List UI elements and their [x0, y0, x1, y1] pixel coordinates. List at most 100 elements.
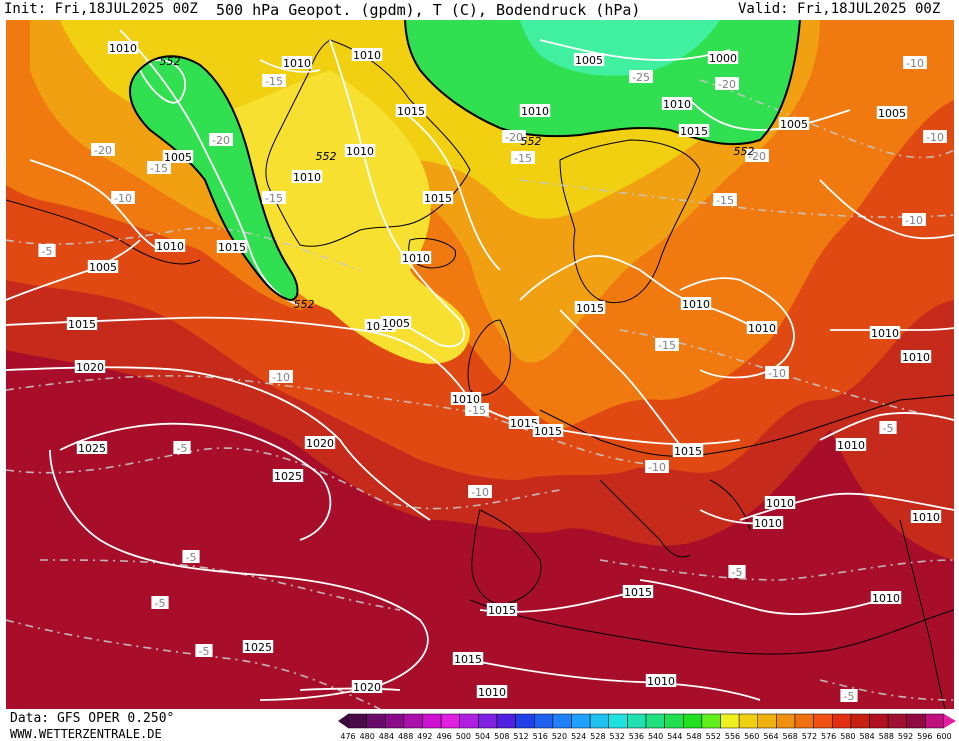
colorbar-swatch — [347, 713, 367, 729]
isobar-label-text: 1025 — [274, 470, 302, 483]
isobar-label-bg — [291, 170, 323, 183]
colorbar-tick-label: 492 — [417, 732, 432, 741]
isobar-label: 1025 — [76, 441, 108, 455]
isobar-label: 1015 — [422, 191, 454, 205]
isobar-label-text: 1015 — [68, 318, 96, 331]
isobar-label: 1010 — [752, 516, 784, 530]
temperature-label-bg — [465, 403, 489, 416]
isobar-label-bg — [532, 424, 564, 437]
colorbar-swatch — [850, 713, 870, 729]
temperature-label-text: -15 — [468, 404, 486, 417]
temperature-label: -5 — [38, 244, 56, 258]
chart-footer: Data: GFS OPER 0.250° WWW.WETTERZENTRALE… — [0, 709, 959, 741]
colorbar-swatch — [385, 713, 405, 729]
temperature-label: -15 — [511, 151, 535, 165]
temperature-label-text: -20 — [212, 134, 230, 147]
isobar-label: 1010 — [870, 591, 902, 605]
height-labels: 552 552 552 552 552 — [160, 55, 755, 311]
isobar-label-bg — [351, 48, 383, 61]
isobar-label-bg — [272, 469, 304, 482]
colorbar-swatch — [720, 713, 740, 729]
temperature-label: -15 — [655, 338, 679, 352]
data-source: Data: GFS OPER 0.250° — [10, 711, 175, 726]
colorbar-tick-label: 580 — [840, 732, 855, 741]
colorbar-swatch — [645, 713, 665, 729]
colorbar-swatch — [887, 713, 907, 729]
isobar-label: 1015 — [66, 317, 98, 331]
isobar-label-text: 1020 — [306, 437, 334, 450]
temperature-label-text: -10 — [272, 371, 290, 384]
isobar-label: 1010 — [746, 321, 778, 335]
isobar-label-bg — [74, 360, 106, 373]
isobar-label: 1015 — [678, 124, 710, 138]
isobar-label-bg — [242, 640, 274, 653]
temperature-label-bg — [151, 596, 169, 609]
temperature-label-text: -20 — [505, 131, 523, 144]
colorbar-swatch — [403, 713, 423, 729]
isobar-label-text: 1025 — [78, 442, 106, 455]
temperature-label: -5 — [840, 689, 858, 703]
colorbar-swatch — [701, 713, 721, 729]
chart-header: Init: Fri,18JUL2025 00Z 500 hPa Geopot. … — [0, 0, 959, 20]
isobar-label-text: 1005 — [89, 261, 117, 274]
colorbar-tick-label: 556 — [725, 732, 740, 741]
temperature-label-bg — [468, 485, 492, 498]
temperature-label-bg — [923, 130, 947, 143]
isobar-label-bg — [395, 104, 427, 117]
isobar-label: 1010 — [351, 48, 383, 62]
isobar-label-text: 1015 — [674, 445, 702, 458]
height-label: 552 — [734, 145, 755, 158]
isobar-label: 1010 — [400, 251, 432, 265]
isobar-label-text: 1010 — [766, 497, 794, 510]
isobar-label-text: 1005 — [575, 54, 603, 67]
temperature-label-bg — [745, 149, 769, 162]
isobar-label-text: 1010 — [902, 351, 930, 364]
isobar-label-text: 1015 — [218, 241, 246, 254]
isobar-label: 1025 — [242, 640, 274, 654]
init-time: Init: Fri,18JUL2025 00Z — [4, 1, 198, 17]
colorbar-swatch — [813, 713, 833, 729]
isobar-label-text: 1025 — [244, 641, 272, 654]
isobar-label-text: 1015 — [488, 604, 516, 617]
isobar-label: 1015 — [532, 424, 564, 438]
isobar-label-bg — [452, 652, 484, 665]
temperature-label-bg — [182, 550, 200, 563]
temperature-label: -5 — [879, 421, 897, 435]
height-label-text: 552 — [316, 150, 337, 163]
isobar-label-bg — [450, 392, 482, 405]
isobar-label-bg — [622, 585, 654, 598]
temperature-contours — [6, 79, 954, 709]
colorbar-swatch — [440, 713, 460, 729]
temperature-label-bg — [147, 161, 171, 174]
temperature-label-text: -20 — [94, 144, 112, 157]
temperature-label-text: -15 — [658, 339, 676, 352]
isobar-label-text: 1010 — [452, 393, 480, 406]
isobar-label-bg — [216, 240, 248, 253]
temperature-label-text: -15 — [265, 75, 283, 88]
isobar-label-text: 1005 — [780, 118, 808, 131]
height-label: 552 — [160, 55, 181, 68]
temperature-label: -10 — [645, 460, 669, 474]
temperature-label: -20 — [502, 130, 526, 144]
isobar-label-bg — [678, 124, 710, 137]
colorbar-swatch — [683, 713, 703, 729]
colorbar-swatch — [608, 713, 628, 729]
isobar-label-text: 1015 — [510, 417, 538, 430]
colorbar-swatch — [552, 713, 572, 729]
temperature-label-bg — [262, 191, 286, 204]
temperature-label: -20 — [91, 143, 115, 157]
temperature-label-bg — [195, 644, 213, 657]
isobar-label-text: 1015 — [534, 425, 562, 438]
isobar-label-text: 1010 — [109, 42, 137, 55]
isobar-label-text: 1015 — [454, 653, 482, 666]
temperature-label: -5 — [151, 596, 169, 610]
colorbar-tick-label: 512 — [513, 732, 528, 741]
isobar-label: 1010 — [910, 510, 942, 524]
temperature-label-bg — [713, 193, 737, 206]
isobar-label-text: 1010 — [521, 105, 549, 118]
colorbar-swatch — [589, 713, 609, 729]
temperature-label: -5 — [195, 644, 213, 658]
isobar-label-text: 1015 — [576, 302, 604, 315]
isobar-label-bg — [486, 603, 518, 616]
